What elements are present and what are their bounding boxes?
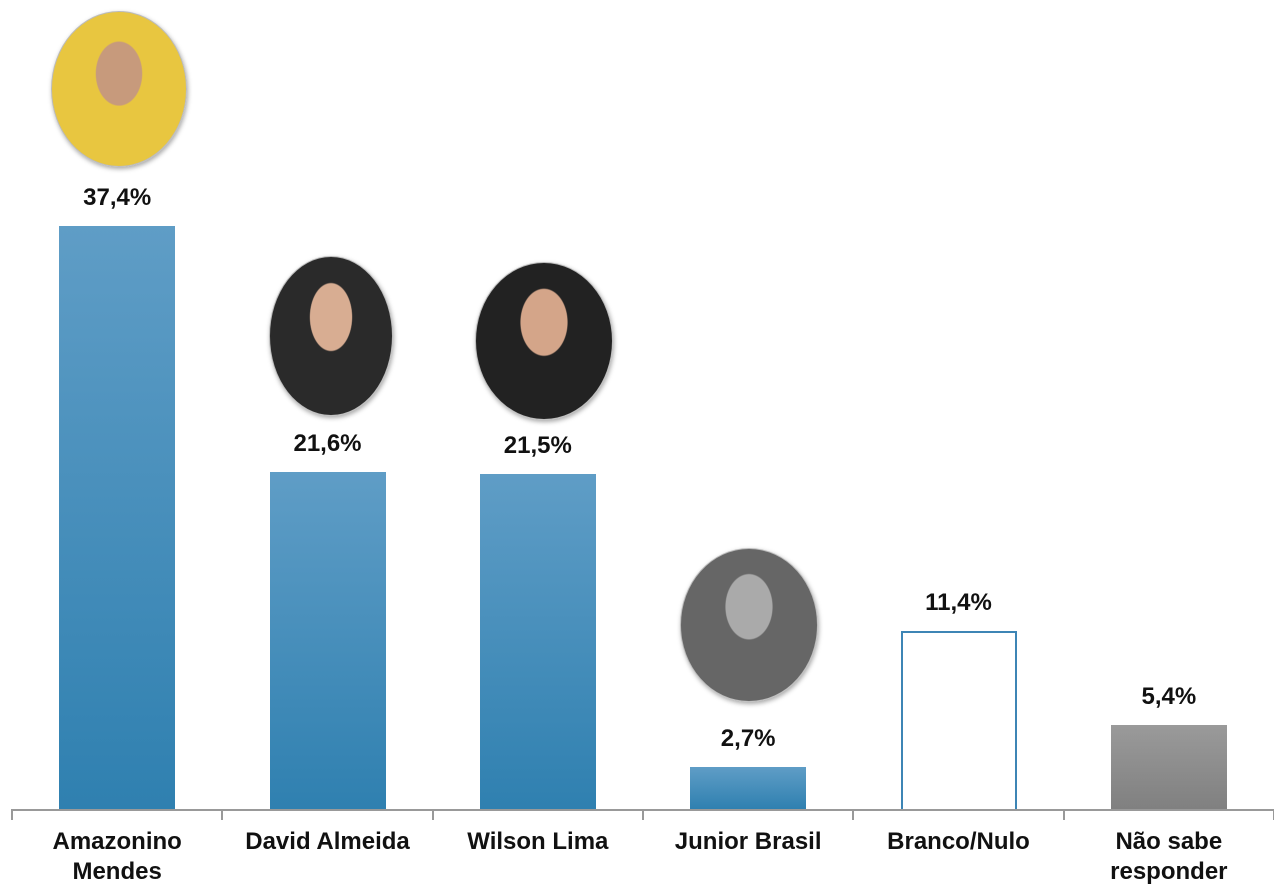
candidate-photo [475,262,613,420]
axis-tick [11,809,13,820]
candidate-photo [51,11,187,167]
bar [59,226,175,809]
candidate-photo [680,548,818,702]
x-tick-label: Amazonino Mendes [17,827,217,887]
value-label: 2,7% [648,725,848,753]
value-label: 21,5% [438,432,638,460]
x-tick-label: David Almeida [228,827,428,857]
candidate-photo [269,256,393,416]
x-tick-label: Junior Brasil [648,827,848,857]
bar [270,472,386,809]
value-label: 11,4% [859,589,1059,617]
axis-tick [852,809,854,820]
x-tick-label: Wilson Lima [438,827,638,857]
chart: 37,4% Amazonino Mendes 21,6% David Almeida 2… [0,0,1274,892]
value-label: 37,4% [17,184,217,212]
axis-tick [432,809,434,820]
bar [901,631,1017,809]
bar [1111,725,1227,809]
bar [480,474,596,809]
x-tick-label: Branco/Nulo [859,827,1059,857]
value-label: 5,4% [1069,683,1269,711]
axis-tick [642,809,644,820]
axis-tick [1063,809,1065,820]
bar [690,767,806,809]
value-label: 21,6% [228,430,428,458]
axis-tick [221,809,223,820]
x-tick-label: Não sabe responder [1069,827,1269,887]
